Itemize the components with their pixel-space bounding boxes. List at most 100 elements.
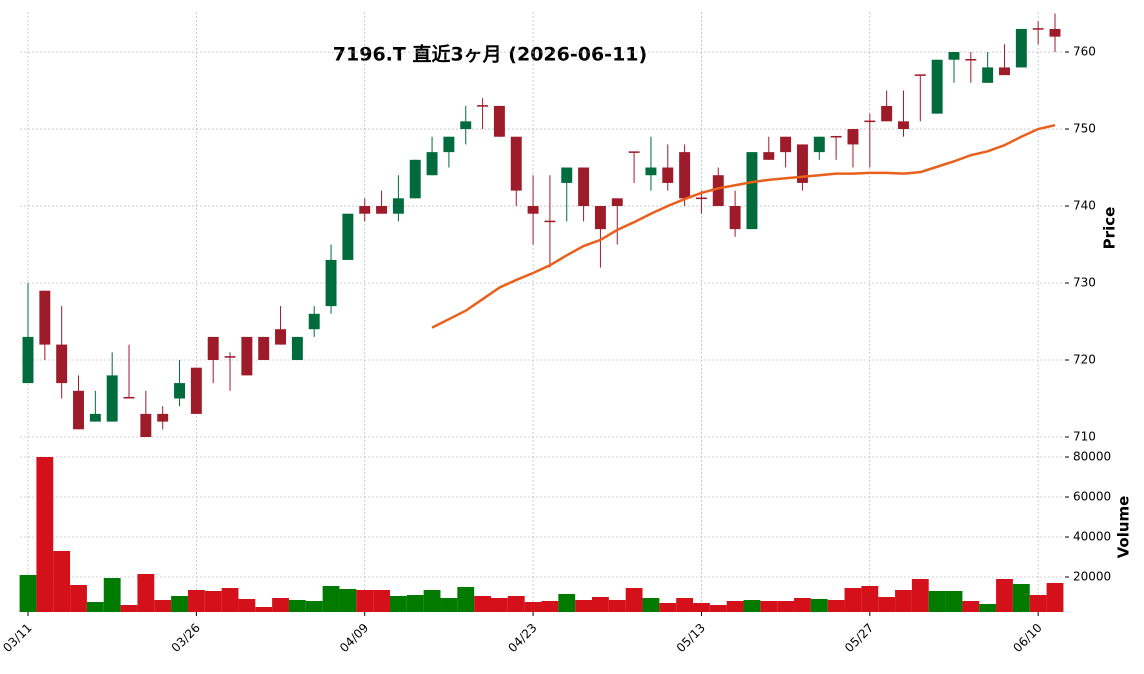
candle-body <box>578 167 590 207</box>
volume-bar <box>238 599 256 612</box>
volume-bar <box>36 457 54 612</box>
candle-body <box>409 159 421 199</box>
volume-bar <box>625 588 643 612</box>
y-tick-label: 740 <box>1073 199 1096 213</box>
candle-body <box>645 167 657 176</box>
volume-bar <box>693 603 710 612</box>
candle-body <box>224 356 236 358</box>
volume-bar <box>760 601 778 612</box>
volume-bar <box>154 600 172 612</box>
volume-bar <box>339 589 357 612</box>
volume-tick-label: 80000 <box>1073 450 1111 464</box>
volume-bar <box>827 600 845 612</box>
x-tick-label: 06/10 <box>1010 621 1044 655</box>
candle-body <box>174 383 185 399</box>
volume-bar <box>979 604 997 612</box>
volume-bar <box>255 607 273 612</box>
volume-bar <box>911 579 929 612</box>
candle-body <box>695 197 707 200</box>
moving-average-line <box>431 123 1056 329</box>
candle-body <box>510 136 522 191</box>
volume-bar <box>204 591 222 612</box>
volume-bar <box>1046 583 1064 612</box>
volume-bar <box>53 551 71 612</box>
candle-body <box>813 136 825 153</box>
volume-bar <box>895 590 912 612</box>
candle-body <box>207 336 219 360</box>
volume-bar <box>406 595 424 612</box>
volume-bar <box>1029 595 1047 612</box>
candle-body <box>544 220 556 223</box>
volume-tick-label: 20000 <box>1073 570 1111 584</box>
candle-body <box>190 367 202 414</box>
candle-body <box>662 167 674 183</box>
volume-bar <box>507 596 525 612</box>
candle-body <box>258 336 270 360</box>
candle-body <box>611 198 623 207</box>
candle-body <box>241 336 253 376</box>
candle-body <box>914 74 926 76</box>
volume-bar <box>103 578 121 612</box>
volume-bar <box>440 598 458 612</box>
candle-body <box>965 58 977 61</box>
candle-body <box>426 152 438 176</box>
volume-bar <box>996 579 1013 612</box>
x-tick-label: 04/09 <box>337 621 371 655</box>
x-tick-label: 03/26 <box>169 621 203 655</box>
candle-body <box>712 175 724 207</box>
volume-bar <box>322 586 340 612</box>
volume-bar <box>137 574 155 612</box>
volume-bar <box>288 600 306 612</box>
volume-bar <box>171 596 188 612</box>
volume-bar <box>962 601 980 612</box>
volume-bar <box>305 601 323 612</box>
candle-body <box>89 413 101 422</box>
volume-axis-label: Volume <box>1115 496 1133 559</box>
candle-body <box>864 120 876 123</box>
volume-bar <box>86 602 104 612</box>
candle-body <box>308 313 320 330</box>
candle-body <box>392 198 404 214</box>
candle-body <box>325 259 337 307</box>
volume-tick-label: 60000 <box>1073 490 1111 504</box>
volume-bar <box>945 591 963 612</box>
volume-bar <box>794 598 811 612</box>
volume-bar <box>642 598 660 612</box>
y-tick-label: 730 <box>1073 276 1096 290</box>
y-tick-label: 710 <box>1073 429 1096 443</box>
volume-bar <box>726 601 744 612</box>
volume-bar <box>608 600 626 612</box>
volume-bar <box>524 602 542 612</box>
candle-body <box>931 59 943 114</box>
candle-body <box>1049 28 1061 37</box>
volume-bar <box>777 601 795 612</box>
candle-body <box>561 167 573 183</box>
volume-bar <box>659 603 677 612</box>
candle-body <box>527 206 539 214</box>
candle-body <box>847 129 859 145</box>
candle-body <box>39 290 51 345</box>
volume-bar <box>928 591 946 612</box>
candle-body <box>948 52 960 60</box>
volume-bar <box>844 588 862 612</box>
candle-body <box>123 396 135 399</box>
volume-bar <box>861 586 879 612</box>
candle-body <box>796 144 808 183</box>
volume-bar <box>592 597 609 612</box>
volume-bar <box>541 601 559 612</box>
x-tick-label: 05/27 <box>842 621 876 655</box>
candle-body <box>594 206 606 230</box>
y-tick-label: 760 <box>1073 45 1096 59</box>
volume-bar <box>187 590 205 612</box>
volume-tick-label: 40000 <box>1073 530 1111 544</box>
x-tick-label: 05/13 <box>674 621 708 655</box>
candle-body <box>291 336 303 360</box>
volume-bar <box>373 590 390 612</box>
y-tick-label: 750 <box>1073 122 1096 136</box>
volume-bar <box>457 587 475 612</box>
candle-body <box>982 67 994 83</box>
volume-bar <box>356 590 374 612</box>
candle-body <box>460 121 472 130</box>
volume-bar <box>575 600 593 612</box>
